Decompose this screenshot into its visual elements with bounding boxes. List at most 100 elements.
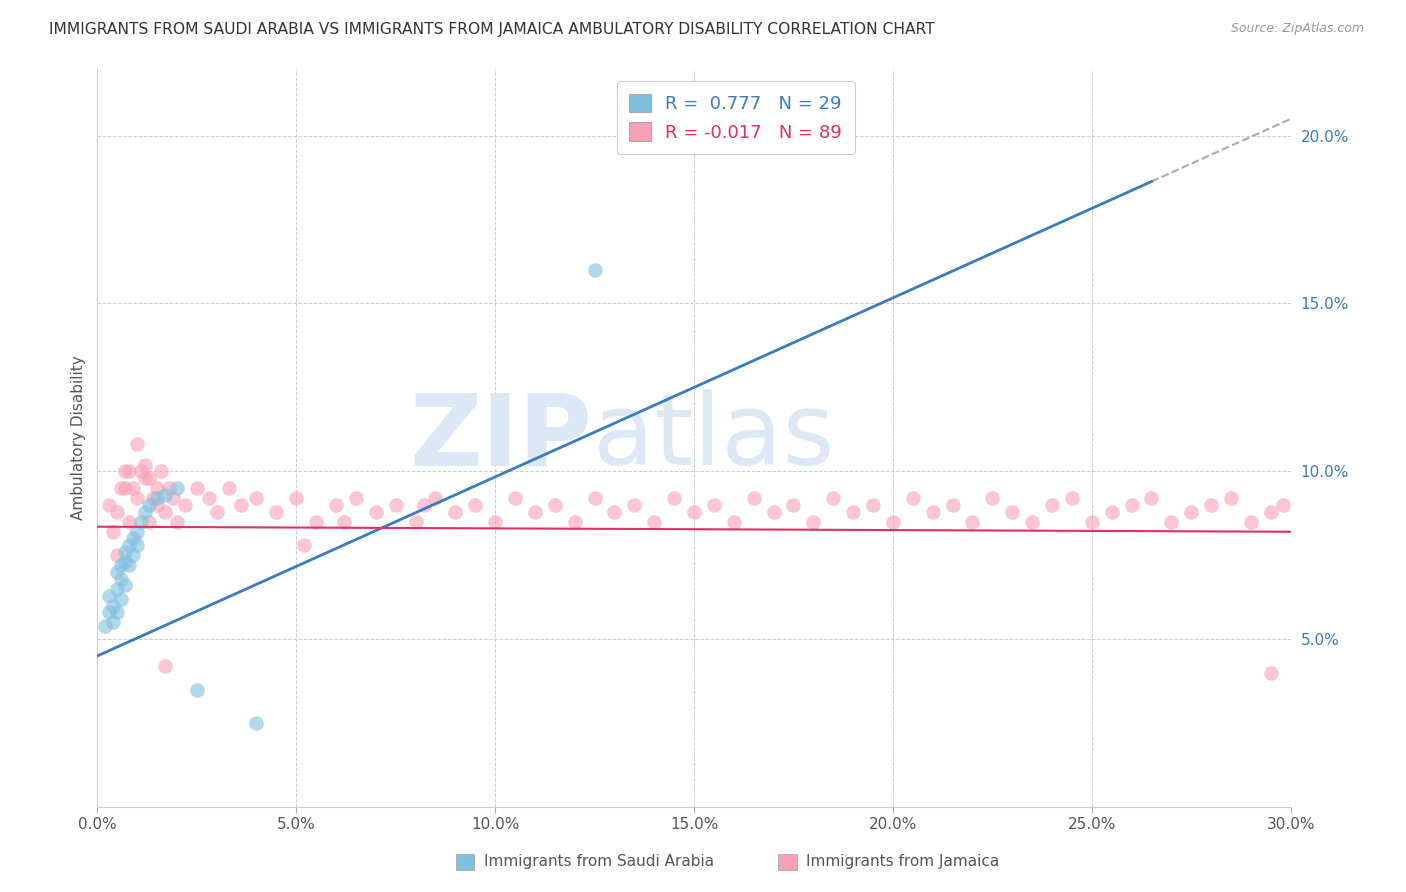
Point bbox=[94, 618, 117, 632]
Point bbox=[503, 491, 526, 505]
Legend: R =  0.777   N = 29, R = -0.017   N = 89: R = 0.777 N = 29, R = -0.017 N = 89 bbox=[617, 81, 855, 154]
Point bbox=[643, 515, 665, 529]
Point bbox=[412, 498, 434, 512]
Text: IMMIGRANTS FROM SAUDI ARABIA VS IMMIGRANTS FROM JAMAICA AMBULATORY DISABILITY CO: IMMIGRANTS FROM SAUDI ARABIA VS IMMIGRAN… bbox=[49, 22, 935, 37]
Point bbox=[103, 615, 125, 630]
Point bbox=[1101, 505, 1123, 519]
Point bbox=[292, 538, 315, 552]
Point bbox=[583, 263, 606, 277]
Point bbox=[603, 505, 626, 519]
Point bbox=[103, 599, 125, 613]
Point bbox=[157, 481, 180, 495]
Point bbox=[166, 481, 188, 495]
Point bbox=[1260, 665, 1282, 680]
Point bbox=[583, 491, 606, 505]
Text: ZIP: ZIP bbox=[409, 389, 592, 486]
Point bbox=[146, 498, 169, 512]
Point bbox=[325, 498, 347, 512]
Point bbox=[344, 491, 367, 505]
Point bbox=[118, 538, 141, 552]
Point bbox=[205, 505, 228, 519]
Point bbox=[98, 605, 121, 619]
Text: atlas: atlas bbox=[592, 389, 834, 486]
Point bbox=[146, 481, 169, 495]
Point bbox=[110, 572, 132, 586]
Point bbox=[134, 471, 156, 485]
Point bbox=[197, 491, 219, 505]
Point bbox=[333, 515, 356, 529]
Point bbox=[484, 515, 506, 529]
Point bbox=[138, 471, 160, 485]
Point bbox=[803, 515, 825, 529]
Point bbox=[364, 505, 387, 519]
Point bbox=[464, 498, 486, 512]
Point bbox=[166, 515, 188, 529]
Point bbox=[305, 515, 328, 529]
Point bbox=[105, 582, 128, 596]
Point bbox=[425, 491, 447, 505]
Point bbox=[110, 558, 132, 573]
Point bbox=[823, 491, 845, 505]
Point bbox=[127, 437, 149, 451]
Point bbox=[105, 565, 128, 579]
Point bbox=[1040, 498, 1063, 512]
Point bbox=[842, 505, 865, 519]
Point bbox=[110, 591, 132, 606]
Point bbox=[105, 505, 128, 519]
Text: Source: ZipAtlas.com: Source: ZipAtlas.com bbox=[1230, 22, 1364, 36]
Point bbox=[138, 515, 160, 529]
Y-axis label: Ambulatory Disability: Ambulatory Disability bbox=[72, 355, 86, 520]
Point bbox=[218, 481, 240, 495]
Point bbox=[229, 498, 252, 512]
Point bbox=[134, 505, 156, 519]
Point bbox=[98, 589, 121, 603]
Point bbox=[921, 505, 943, 519]
Text: Immigrants from Jamaica: Immigrants from Jamaica bbox=[807, 855, 1000, 869]
Point bbox=[1140, 491, 1163, 505]
Point bbox=[405, 515, 427, 529]
Point bbox=[127, 538, 149, 552]
Point bbox=[153, 505, 176, 519]
Point bbox=[245, 716, 267, 731]
Point bbox=[127, 524, 149, 539]
Point bbox=[942, 498, 965, 512]
Point bbox=[134, 458, 156, 472]
Point bbox=[962, 515, 984, 529]
Point bbox=[564, 515, 586, 529]
Point bbox=[153, 659, 176, 673]
Point bbox=[742, 491, 765, 505]
Point bbox=[683, 505, 706, 519]
Point bbox=[1220, 491, 1243, 505]
Point bbox=[110, 481, 132, 495]
Point bbox=[129, 515, 152, 529]
Point bbox=[146, 491, 169, 505]
Point bbox=[1271, 498, 1294, 512]
Point bbox=[723, 515, 745, 529]
Point bbox=[153, 488, 176, 502]
Point bbox=[882, 515, 904, 529]
Point bbox=[1240, 515, 1263, 529]
Point bbox=[162, 491, 184, 505]
Point bbox=[1001, 505, 1024, 519]
Point bbox=[142, 491, 165, 505]
Point bbox=[103, 524, 125, 539]
Point bbox=[523, 505, 546, 519]
Point bbox=[1121, 498, 1143, 512]
Point bbox=[266, 505, 288, 519]
Point bbox=[245, 491, 267, 505]
Point bbox=[118, 515, 141, 529]
Point bbox=[129, 464, 152, 478]
Point bbox=[782, 498, 804, 512]
Point bbox=[862, 498, 884, 512]
Point bbox=[122, 481, 145, 495]
Point bbox=[1081, 515, 1104, 529]
Point bbox=[114, 545, 136, 559]
Point bbox=[122, 532, 145, 546]
Point bbox=[150, 464, 173, 478]
Point bbox=[186, 682, 208, 697]
Point bbox=[186, 481, 208, 495]
Point bbox=[114, 464, 136, 478]
Point bbox=[544, 498, 567, 512]
Point bbox=[384, 498, 406, 512]
Point bbox=[1021, 515, 1043, 529]
